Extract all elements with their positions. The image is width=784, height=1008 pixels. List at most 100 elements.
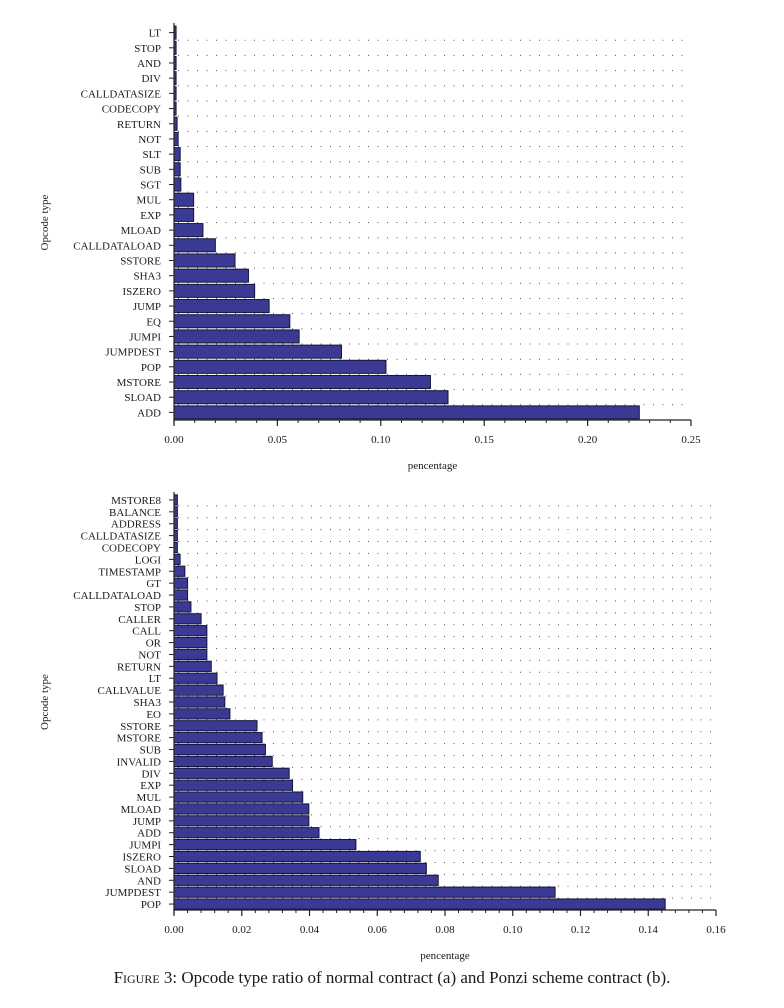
x-tick-label: 0.00 xyxy=(164,434,184,446)
bar-invalid xyxy=(173,755,273,768)
y-axis-title: Opcode type xyxy=(39,674,51,730)
bar-logi xyxy=(173,553,181,565)
category-label: STOP xyxy=(134,602,161,614)
bar-calldataload xyxy=(173,238,216,253)
bar-div xyxy=(173,767,290,779)
x-tick-label: 0.16 xyxy=(706,924,726,936)
x-tick-label: 0.25 xyxy=(681,434,701,446)
category-label: EXP xyxy=(140,210,161,222)
category-label: JUMPI xyxy=(129,840,161,852)
category-label: JUMPDEST xyxy=(105,347,161,359)
bar-pop xyxy=(173,898,666,910)
category-label: ADD xyxy=(137,407,161,419)
category-label: DIV xyxy=(141,73,161,85)
x-tick-label: 0.20 xyxy=(578,434,598,446)
category-label: LOGI xyxy=(135,554,162,566)
bar-lt xyxy=(173,672,218,684)
category-label: DIV xyxy=(141,768,161,780)
category-label: JUMP xyxy=(133,301,161,313)
category-label: CODECOPY xyxy=(102,104,161,116)
bar-or xyxy=(173,636,208,649)
category-label: ADD xyxy=(137,828,161,840)
category-label: SLOAD xyxy=(124,863,161,875)
category-label: LT xyxy=(149,673,162,685)
bar-sub xyxy=(173,162,181,177)
bar-mul xyxy=(173,791,304,803)
x-tick-label: 0.02 xyxy=(232,924,251,936)
caption-text: Opcode type ratio of normal contract (a)… xyxy=(177,968,671,987)
x-tick-label: 0.05 xyxy=(268,434,288,446)
category-label: CALLDATASIZE xyxy=(81,531,162,543)
category-label: JUMP xyxy=(133,816,161,828)
chart-panel-a: LT STOP AND DIV CALLDATASIZE CODECOPY RETURN NO… xyxy=(39,23,701,472)
category-label: ISZERO xyxy=(123,852,162,864)
bar-sgt xyxy=(173,177,182,192)
category-label: CALL xyxy=(132,626,161,638)
category-label: SUB xyxy=(140,745,161,757)
category-label: CALLER xyxy=(118,614,161,626)
bar-sload xyxy=(173,862,427,875)
x-tick-label: 0.04 xyxy=(300,924,320,936)
category-label: MUL xyxy=(137,792,162,804)
figure-caption: Figure 3: Opcode type ratio of normal co… xyxy=(0,968,784,988)
category-label: CODECOPY xyxy=(102,542,161,554)
category-label: RETURN xyxy=(117,119,161,131)
bar-not xyxy=(173,648,208,661)
bar-callvalue xyxy=(173,684,224,696)
category-label: BALANCE xyxy=(109,507,161,519)
category-label: AND xyxy=(137,58,161,70)
x-tick-label: 0.14 xyxy=(639,924,659,936)
category-label: SSTORE xyxy=(120,721,161,733)
bar-jumpi xyxy=(173,329,300,344)
bar-sload xyxy=(173,390,449,405)
x-tick-label: 0.00 xyxy=(164,924,184,936)
category-label: SHA3 xyxy=(133,271,161,283)
x-axis-title: pencentage xyxy=(420,950,470,962)
bar-jumpdest xyxy=(173,886,556,898)
bar-not xyxy=(173,131,179,146)
bar-pop xyxy=(173,359,387,374)
x-tick-label: 0.10 xyxy=(371,434,391,446)
bar-sha3 xyxy=(173,696,226,708)
category-label: MSTORE xyxy=(117,377,162,389)
bar-mstore xyxy=(173,374,431,390)
category-label: CALLVALUE xyxy=(97,685,161,697)
bar-timestamp xyxy=(173,565,186,577)
bar-caller xyxy=(173,613,202,625)
category-label: EO xyxy=(146,709,161,721)
caption-label: Figure 3: xyxy=(113,968,178,987)
category-label: CALLDATALOAD xyxy=(73,590,161,602)
category-label: MSTORE xyxy=(117,733,162,745)
category-label: SHA3 xyxy=(133,697,161,709)
bar-jump xyxy=(173,815,310,827)
category-label: ISZERO xyxy=(123,286,162,298)
bar-sha3 xyxy=(173,268,249,283)
bar-calldataload xyxy=(173,589,189,601)
x-tick-label: 0.08 xyxy=(435,924,455,936)
category-label: CALLDATASIZE xyxy=(81,88,162,100)
category-label: SGT xyxy=(140,180,161,192)
bar-jumpdest xyxy=(173,344,343,359)
category-label: STOP xyxy=(134,43,161,55)
bar-mload xyxy=(173,803,310,815)
category-label: ADDRESS xyxy=(111,519,161,531)
category-label: AND xyxy=(137,875,161,887)
x-tick-label: 0.12 xyxy=(571,924,590,936)
bar-jumpi xyxy=(173,839,357,851)
category-label: NOT xyxy=(138,134,161,146)
category-label: LT xyxy=(149,28,162,40)
category-label: OR xyxy=(146,638,162,650)
bar-and xyxy=(173,874,439,886)
category-label: NOT xyxy=(138,649,161,661)
bar-sstore xyxy=(173,720,258,732)
y-axis-title: Opcode type xyxy=(39,194,51,250)
bar-slt xyxy=(173,147,181,162)
bar-iszero xyxy=(173,283,256,298)
category-label: RETURN xyxy=(117,661,161,673)
category-label: MLOAD xyxy=(121,804,161,816)
category-label: TIMESTAMP xyxy=(98,566,161,578)
x-axis-title: pencentage xyxy=(408,460,458,472)
bar-stop xyxy=(173,601,192,613)
category-label: MUL xyxy=(137,195,162,207)
